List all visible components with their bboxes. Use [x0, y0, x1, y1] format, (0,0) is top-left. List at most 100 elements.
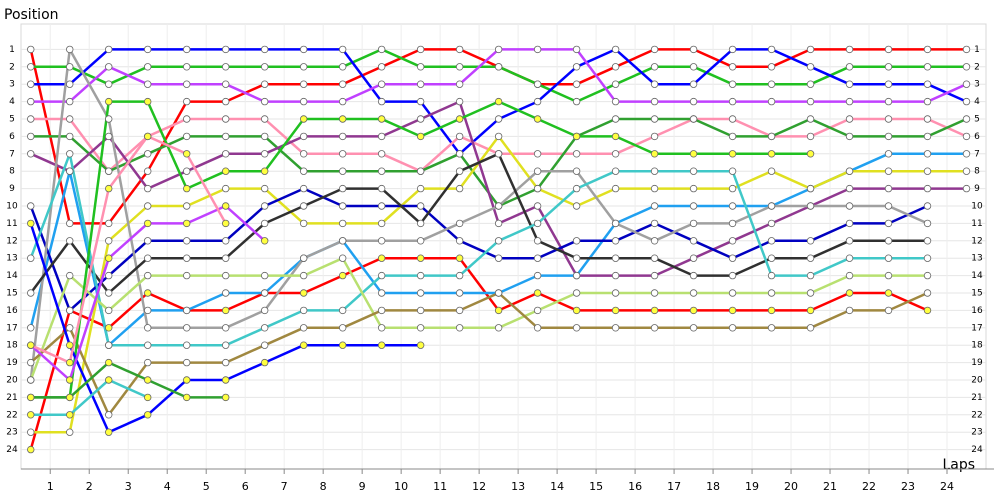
series-marker	[221, 150, 230, 158]
series-marker	[416, 80, 425, 88]
series-marker	[105, 289, 113, 297]
series-marker	[689, 254, 698, 262]
series-marker	[299, 254, 308, 262]
series-marker	[728, 289, 737, 297]
series-marker	[183, 254, 191, 262]
series-marker	[105, 80, 113, 88]
series-line	[29, 291, 929, 417]
y-tick-label: 20	[6, 376, 18, 386]
series-marker	[767, 254, 776, 262]
series-marker	[689, 63, 698, 71]
series-marker	[611, 115, 620, 123]
series-marker	[533, 237, 542, 245]
series-marker	[377, 202, 386, 210]
series-marker	[221, 45, 230, 54]
series-marker	[105, 115, 113, 123]
series-marker	[806, 63, 815, 71]
series-marker	[299, 132, 308, 141]
series-marker	[767, 324, 776, 332]
series-marker	[650, 97, 659, 106]
series-marker	[572, 202, 581, 210]
series-marker	[416, 219, 425, 228]
series-marker	[884, 254, 893, 262]
series-marker	[572, 237, 581, 245]
series-marker	[105, 271, 113, 280]
series-marker	[144, 289, 152, 297]
series-marker	[144, 393, 152, 402]
y-tick-label: 1	[9, 45, 15, 55]
y-tick-label-right: 16	[971, 306, 983, 316]
y-tick-label-right: 15	[971, 289, 982, 299]
series-marker	[572, 254, 581, 262]
series-marker	[105, 97, 113, 106]
series-marker	[962, 45, 971, 54]
series-marker	[66, 63, 74, 71]
series-marker	[338, 150, 347, 158]
series-marker	[845, 271, 854, 280]
series-marker	[66, 150, 74, 158]
series-marker	[221, 376, 230, 384]
series-marker	[533, 271, 542, 280]
series-marker	[884, 167, 893, 175]
series-marker	[533, 324, 542, 332]
series-marker	[27, 411, 35, 419]
series-marker	[845, 97, 854, 106]
series-marker	[728, 306, 737, 315]
series-marker	[572, 324, 581, 332]
series-marker	[144, 237, 152, 245]
series-marker	[884, 132, 893, 141]
y-tick-label-right: 18	[971, 341, 983, 351]
y-tick-label: 14	[6, 271, 18, 281]
series-marker	[923, 45, 932, 54]
series-line	[30, 378, 149, 417]
series-marker	[611, 132, 620, 141]
series-marker	[260, 237, 269, 245]
series-marker	[884, 184, 893, 193]
series-marker	[27, 358, 35, 367]
x-tick-label: 2	[86, 480, 93, 493]
series-marker	[221, 393, 230, 402]
series-marker	[728, 254, 737, 262]
series-marker	[377, 63, 386, 71]
series-marker	[183, 393, 191, 402]
series-marker	[923, 184, 932, 193]
series-marker	[377, 115, 386, 123]
series-line	[29, 152, 928, 295]
plot	[27, 45, 971, 454]
series-marker	[611, 219, 620, 228]
series-marker	[260, 219, 269, 228]
series-marker	[221, 324, 230, 332]
series-marker	[221, 237, 230, 245]
series-marker	[260, 289, 269, 297]
series-marker	[377, 150, 386, 158]
series-marker	[338, 324, 347, 332]
series-marker	[689, 289, 698, 297]
series-marker	[845, 45, 854, 54]
series-marker	[183, 97, 191, 106]
series-marker	[338, 80, 347, 88]
series-marker	[416, 237, 425, 245]
series-marker	[650, 324, 659, 332]
series-marker	[650, 45, 659, 54]
y-tick-label-right: 13	[971, 254, 982, 264]
series-marker	[923, 167, 932, 175]
series-marker	[806, 324, 815, 332]
series-marker	[260, 115, 269, 123]
series-marker	[299, 80, 308, 88]
x-tick-label: 7	[281, 480, 288, 493]
series-marker	[689, 97, 698, 106]
series-marker	[806, 97, 815, 106]
series-marker	[806, 306, 815, 315]
y-tick-label: 22	[6, 410, 17, 420]
y-tick-label-right: 4	[974, 97, 980, 107]
series-marker	[183, 237, 191, 245]
series-marker	[183, 80, 191, 88]
series-line	[29, 256, 928, 381]
y-tick-label: 4	[9, 97, 15, 107]
series-marker	[533, 150, 542, 158]
series-marker	[845, 219, 854, 228]
series-marker	[884, 202, 893, 210]
series-marker	[183, 341, 191, 349]
y-tick-label-right: 8	[974, 167, 980, 177]
